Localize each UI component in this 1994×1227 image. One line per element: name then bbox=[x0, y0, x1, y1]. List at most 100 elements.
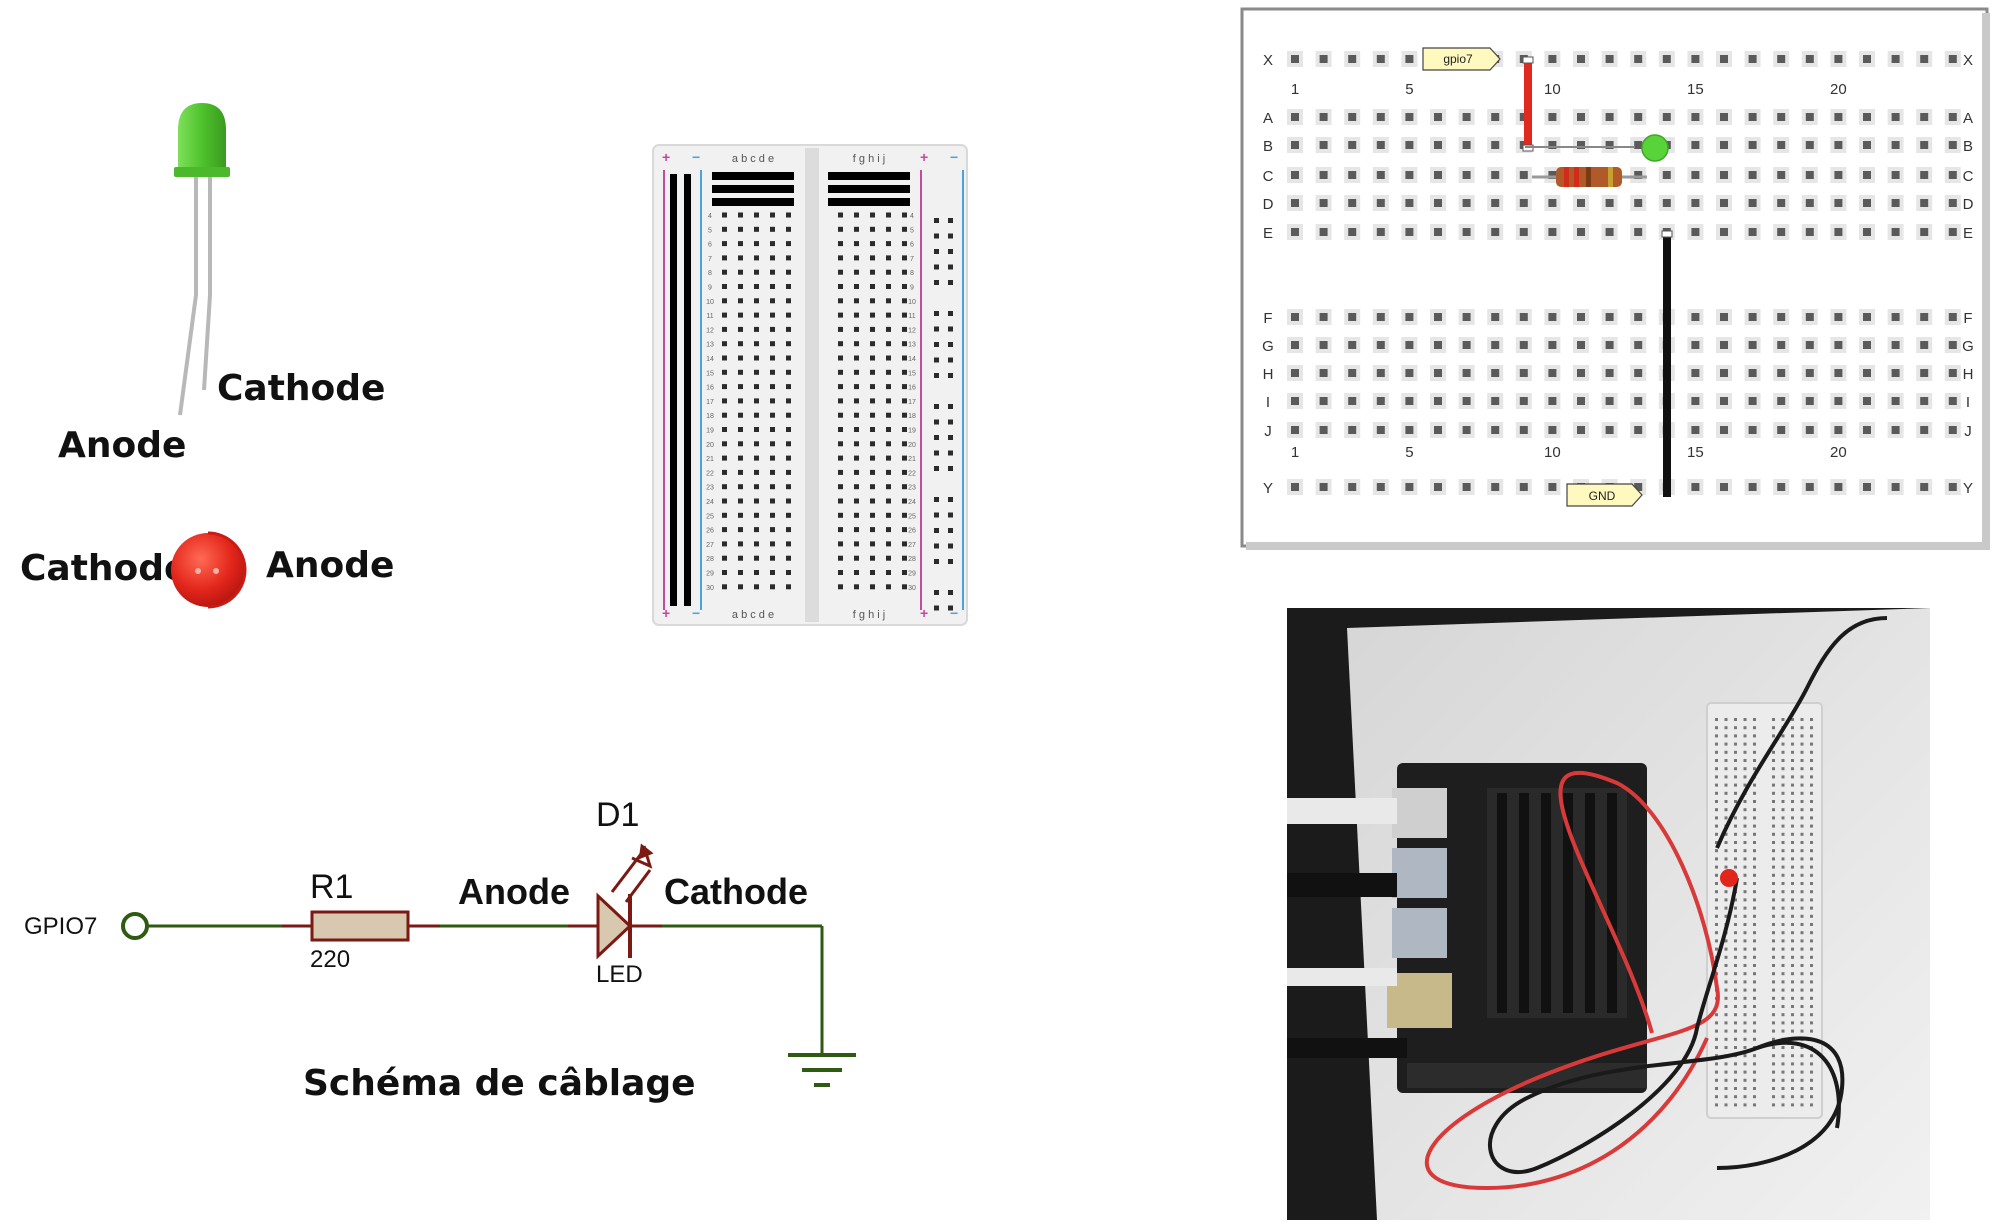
photo-bb-hole bbox=[1810, 832, 1813, 836]
photo-bb-hole bbox=[1781, 759, 1785, 762]
lbb-hole bbox=[1948, 426, 1957, 434]
photo-bb-hole bbox=[1715, 1078, 1718, 1082]
photo-bb-hole bbox=[1753, 865, 1756, 869]
photo-bb-hole bbox=[1810, 734, 1813, 738]
photo-bb-hole bbox=[1724, 1005, 1728, 1008]
sbb-hole bbox=[870, 469, 875, 475]
sbb-hole bbox=[838, 398, 843, 404]
lbb-hole bbox=[1891, 199, 1900, 207]
photo-bb-hole bbox=[1715, 718, 1718, 721]
lbb-hole bbox=[1634, 141, 1643, 149]
sbb-hole bbox=[886, 241, 891, 247]
photo-bb-hole bbox=[1800, 726, 1804, 730]
lbb-hole bbox=[1748, 483, 1757, 491]
photo-bb-hole bbox=[1772, 1095, 1775, 1099]
lbb-row-label: A bbox=[1963, 110, 1973, 127]
sbb-hole bbox=[886, 441, 891, 447]
lbb-row-label: C bbox=[1963, 168, 1974, 185]
lbb-hole bbox=[1805, 369, 1814, 377]
photo-bb-hole bbox=[1772, 1005, 1775, 1008]
sbb-hole bbox=[754, 298, 759, 304]
left-rail-jumper-a bbox=[670, 174, 677, 606]
photo-bb-hole bbox=[1772, 791, 1775, 795]
photo-bb-hole bbox=[1734, 1037, 1737, 1041]
lbb-hole bbox=[1548, 228, 1557, 236]
d1-label: D1 bbox=[596, 796, 639, 834]
photo-bb-hole bbox=[1810, 1095, 1813, 1099]
photo-bb-hole bbox=[1781, 939, 1785, 943]
lbb-row-label: X bbox=[1263, 52, 1273, 69]
sbb-hole bbox=[886, 555, 891, 561]
lbb-hole bbox=[1376, 426, 1385, 434]
photo-bb-hole bbox=[1781, 1054, 1785, 1058]
photo-bb-hole bbox=[1791, 832, 1794, 836]
photo-bb-hole bbox=[1781, 767, 1785, 771]
photo-bb-hole bbox=[1810, 1029, 1813, 1033]
sbb-hole bbox=[838, 512, 843, 518]
photo-bb-hole bbox=[1772, 1013, 1775, 1017]
lbb-hole bbox=[1376, 228, 1385, 236]
lbb-hole bbox=[1691, 55, 1700, 63]
photo-bb-hole bbox=[1743, 1037, 1747, 1041]
lbb-hole bbox=[1720, 113, 1728, 121]
sbb-rail-hole bbox=[934, 435, 939, 440]
lbb-hole bbox=[1948, 141, 1957, 149]
lbb-hole bbox=[1491, 483, 1500, 491]
sbb-hole bbox=[738, 398, 743, 404]
lbb-col-number: 1 bbox=[1291, 81, 1299, 98]
sbb-hole bbox=[854, 355, 859, 361]
lbb-hole bbox=[1634, 113, 1643, 121]
photo-bb-hole bbox=[1791, 873, 1794, 877]
lbb-hole bbox=[1405, 341, 1414, 349]
sbb-hole bbox=[838, 570, 843, 575]
sbb-hole bbox=[754, 512, 759, 518]
lbb-hole bbox=[1577, 141, 1585, 149]
photo-bb-hole bbox=[1743, 1054, 1747, 1058]
sbb-row-number: 4 bbox=[910, 213, 914, 220]
sbb-hole bbox=[902, 427, 907, 432]
lbb-col-number: 15 bbox=[1687, 444, 1704, 461]
top-bar-right-2 bbox=[828, 185, 910, 193]
photo-bb-hole bbox=[1772, 832, 1775, 836]
lbb-hole bbox=[1863, 199, 1871, 207]
photo-bb-hole bbox=[1743, 972, 1747, 976]
photo-bb-hole bbox=[1743, 1021, 1747, 1025]
photo-bb-hole bbox=[1810, 972, 1813, 976]
photo-bb-hole bbox=[1781, 775, 1785, 779]
sbb-hole bbox=[902, 484, 907, 490]
lbb-hole bbox=[1920, 426, 1929, 434]
sbb-hole bbox=[754, 326, 759, 332]
photo-bb-hole bbox=[1753, 996, 1756, 1000]
lbb-hole bbox=[1405, 483, 1414, 491]
photo-bb-hole bbox=[1743, 759, 1747, 762]
sbb-rail-hole bbox=[948, 218, 953, 223]
sbb-hole bbox=[754, 255, 759, 261]
photo-bb-hole bbox=[1810, 882, 1813, 885]
sbb-row-number: 23 bbox=[706, 485, 714, 492]
photo-bb-hole bbox=[1791, 923, 1794, 926]
sbb-hole bbox=[886, 312, 891, 318]
photo-bb-hole bbox=[1781, 865, 1785, 869]
lbb-hole bbox=[1291, 426, 1299, 434]
schematic-anode-label: Anode bbox=[458, 871, 570, 912]
photo-bb-hole bbox=[1715, 890, 1718, 894]
lbb-hole bbox=[1863, 313, 1871, 321]
sbb-hole bbox=[738, 412, 743, 418]
red-jumper-wire bbox=[1524, 62, 1532, 147]
photo-bb-hole bbox=[1724, 783, 1728, 787]
photo-bb-hole bbox=[1781, 783, 1785, 787]
photo-bb-hole bbox=[1791, 1013, 1794, 1017]
green-led-rim bbox=[174, 167, 230, 177]
photo-bb-hole bbox=[1753, 808, 1756, 812]
photo-bb-hole bbox=[1743, 841, 1747, 844]
lbb-hole bbox=[1720, 341, 1728, 349]
lbb-hole bbox=[1577, 55, 1585, 63]
lbb-hole bbox=[1319, 171, 1328, 179]
sbb-hole bbox=[870, 484, 875, 490]
photo-bb-hole bbox=[1781, 906, 1785, 910]
photo-bb-hole bbox=[1810, 931, 1813, 935]
sbb-row-number: 20 bbox=[706, 442, 714, 449]
photo-bb-hole bbox=[1810, 849, 1813, 853]
lbb-hole bbox=[1748, 199, 1757, 207]
photo-bb-hole bbox=[1715, 775, 1718, 779]
